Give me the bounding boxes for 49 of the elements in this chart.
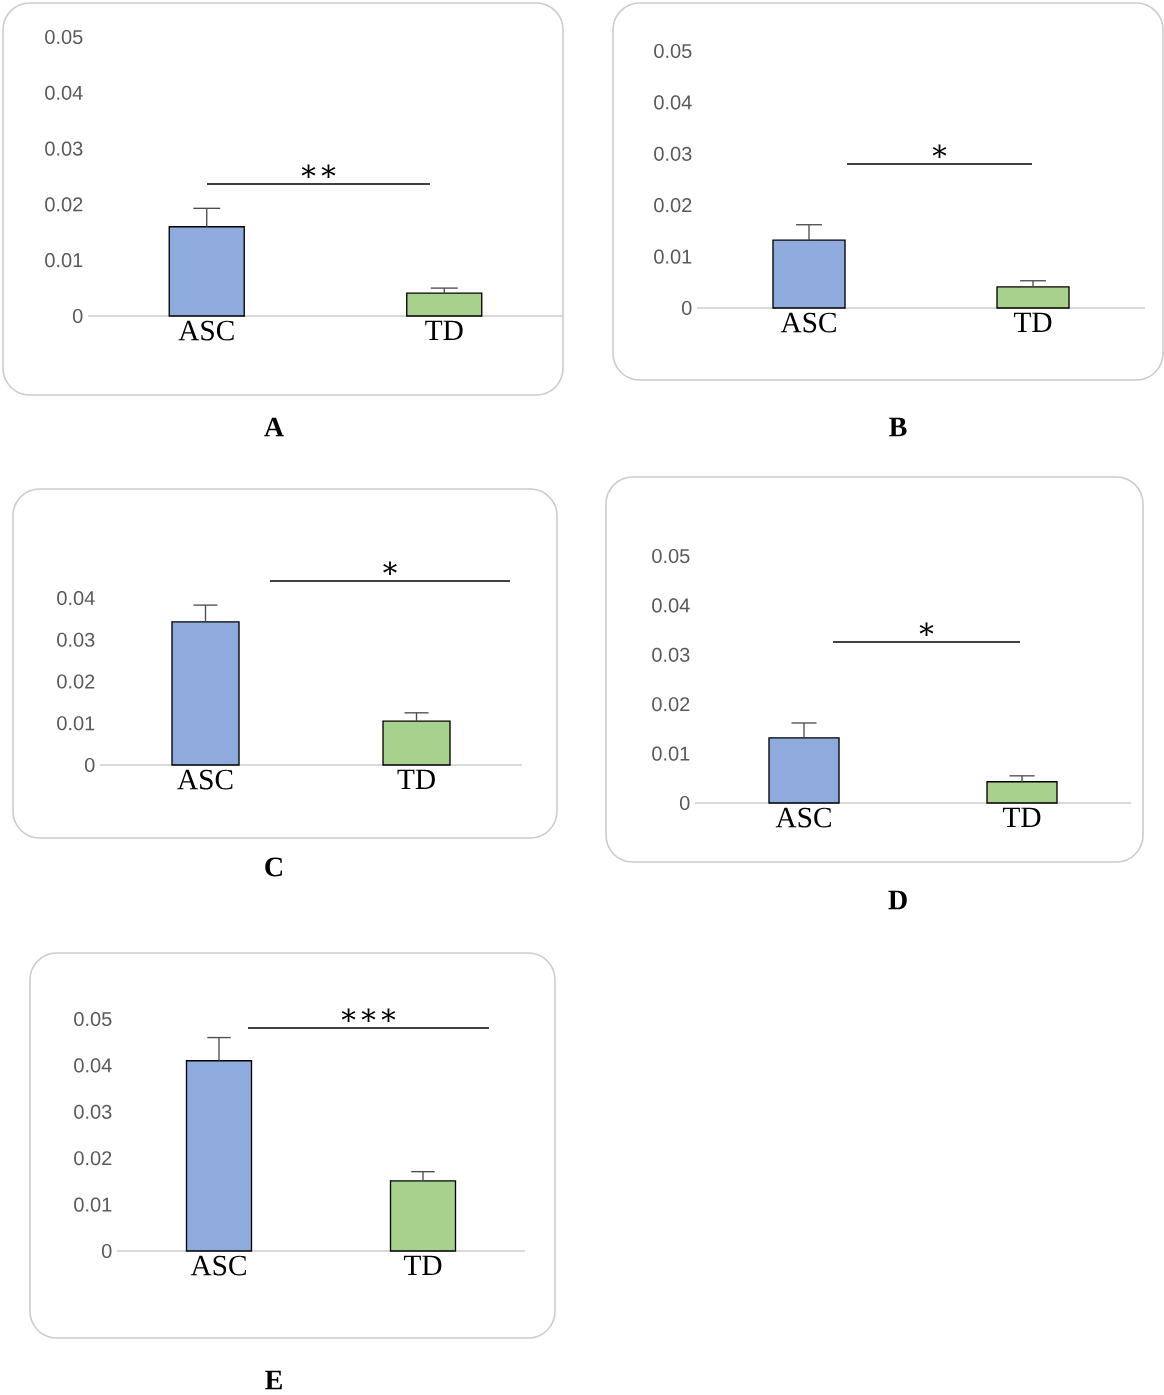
x-tick-label: ASC: [775, 807, 831, 828]
y-tick-label: 0: [84, 757, 95, 773]
annotation: ∗: [919, 622, 934, 636]
y-tick-label: 0.05: [74, 1011, 112, 1027]
y-tick-label: 0.04: [57, 590, 95, 606]
y-tick-label: 0.01: [57, 716, 95, 731]
y-tick-label: 0.01: [74, 1197, 112, 1212]
y-tick-label: 0.03: [654, 146, 692, 161]
annotation: ∗: [932, 144, 947, 158]
text: ∗: [383, 561, 397, 575]
y-tick-label: 0.04: [45, 85, 83, 100]
y-tick-label: 0: [681, 300, 692, 316]
text: B: [889, 417, 907, 437]
x-tick-label: TD: [397, 769, 435, 789]
y-tick-label: 0.04: [654, 95, 692, 110]
y-tick-label: 0.03: [74, 1104, 112, 1119]
x-tick-label: ASC: [780, 312, 836, 333]
y-tick-label: 0.04: [74, 1058, 112, 1073]
y-tick-label: 0.05: [45, 29, 83, 45]
y-tick-label: 0.03: [57, 632, 95, 647]
x-tick-label: TD: [1013, 312, 1052, 332]
y-tick-label: 0.01: [45, 253, 83, 268]
text: A: [264, 417, 284, 437]
y-tick-label: 0.03: [45, 141, 83, 156]
y-tick-label: 0.04: [652, 598, 690, 613]
y-tick-label: 0: [72, 308, 83, 324]
text: D: [888, 890, 907, 910]
text: E: [265, 1370, 282, 1390]
x-tick-label: TD: [425, 320, 463, 340]
x-tick-label: TD: [1002, 807, 1041, 827]
y-tick-label: 0: [679, 795, 690, 811]
y-tick-label: 0.02: [74, 1151, 112, 1166]
y-tick-label: 0.01: [654, 249, 692, 264]
y-tick-label: 0.01: [652, 746, 690, 761]
y-tick-label: 0: [101, 1243, 112, 1259]
text: C: [265, 857, 282, 877]
annotation: ∗∗: [301, 164, 336, 178]
y-tick-label: 0.02: [45, 197, 83, 212]
y-tick-label: 0.02: [57, 674, 95, 689]
y-tick-label: 0.05: [652, 548, 690, 564]
y-tick-label: 0.03: [652, 647, 690, 662]
y-tick-label: 0.02: [654, 198, 692, 213]
x-tick-label: TD: [403, 1255, 442, 1275]
annotation: ∗∗∗: [341, 1008, 396, 1022]
x-tick-label: ASC: [177, 769, 233, 790]
x-tick-label: ASC: [190, 1255, 246, 1276]
y-tick-label: 0.05: [654, 43, 692, 59]
y-tick-label: 0.02: [652, 697, 690, 712]
x-tick-label: ASC: [178, 320, 234, 341]
